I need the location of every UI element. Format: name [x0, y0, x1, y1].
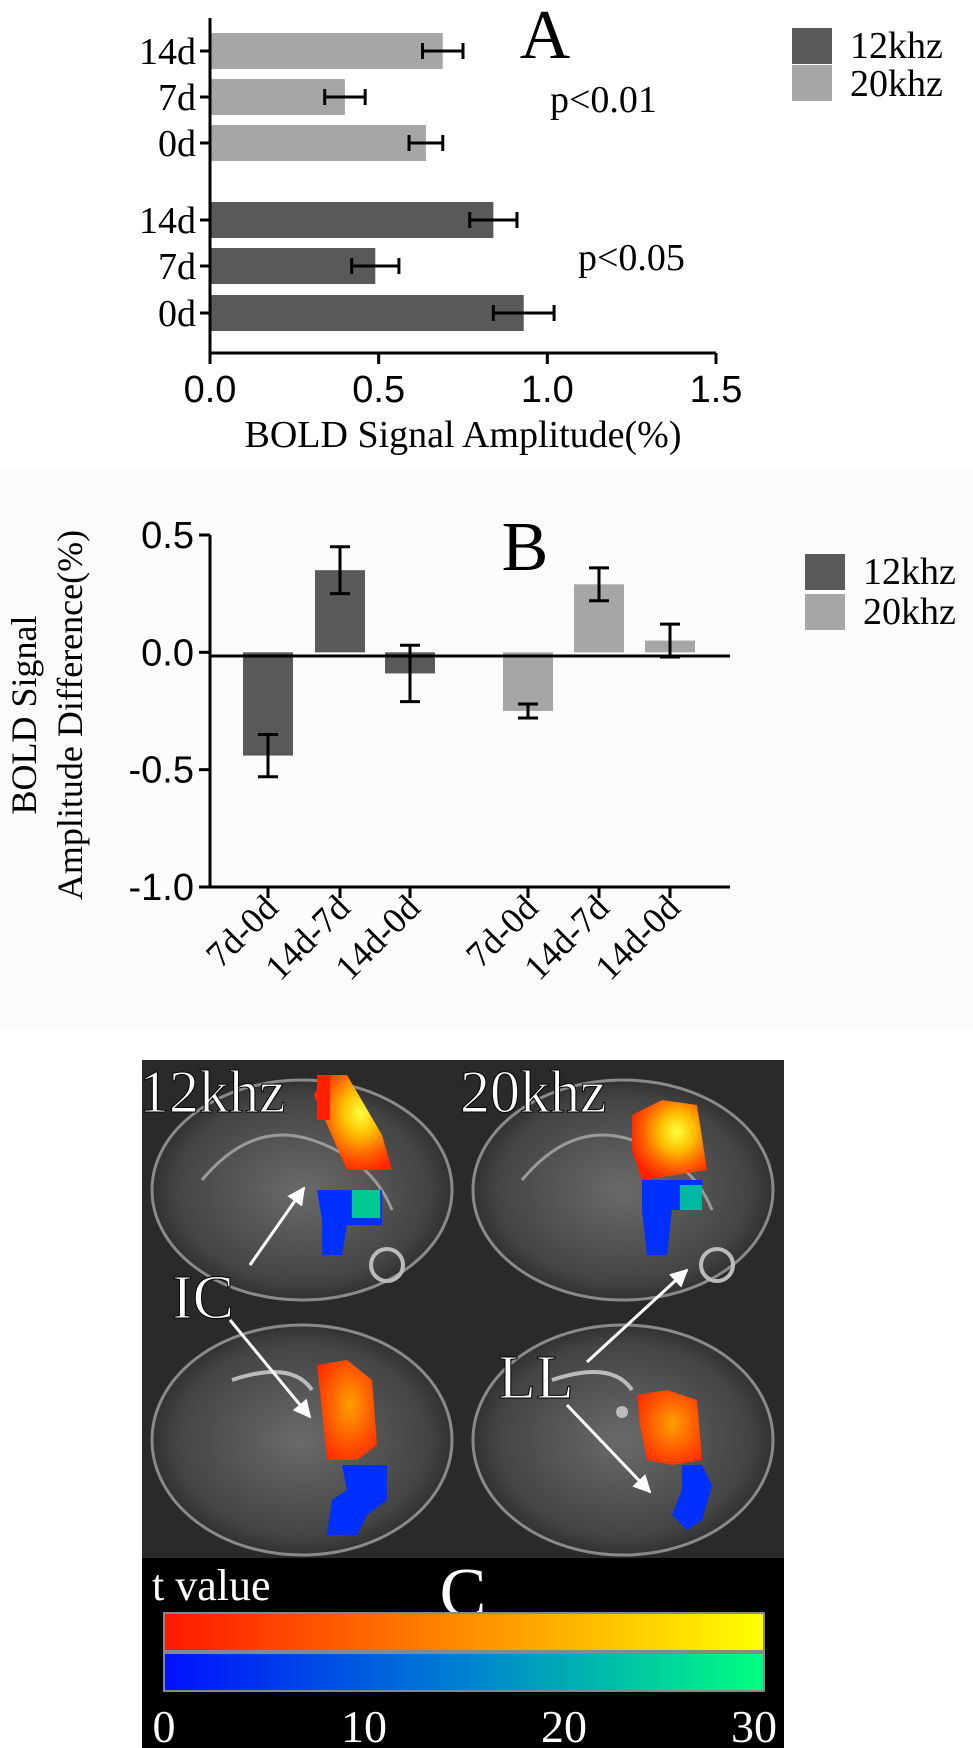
chart-b-y-ticks: 0.5 0.0 -0.5 -1.0 — [129, 515, 210, 909]
annotation-arrows — [228, 1186, 689, 1494]
legend-label-20khz: 20khz — [863, 591, 956, 633]
bar-20khz-7d-0d — [503, 652, 553, 711]
column-title-12khz: 12khz — [142, 1060, 286, 1125]
chart-a-legend: 12khz 20khz — [792, 25, 943, 105]
chart-a-xlabel: BOLD Signal Amplitude(%) — [245, 414, 682, 456]
chart-a-x-ticks: 0.0 0.5 1.0 1.5 — [184, 353, 743, 411]
legend-label-12khz: 12khz — [863, 551, 956, 593]
bar-12khz-7d — [210, 248, 376, 284]
y-tick-label: 7d — [158, 246, 196, 288]
chart-b-legend: 12khz 20khz — [805, 551, 956, 633]
label-ic: IC — [172, 1264, 234, 1332]
chart-a-annotation-20khz: p<0.01 — [550, 79, 657, 121]
label-ll: LL — [498, 1344, 574, 1412]
chart-b-panel-label: B — [502, 509, 549, 586]
colorbar-title: t value — [152, 1561, 271, 1610]
bar-20khz-0d — [210, 125, 426, 161]
legend-swatch-20khz — [792, 65, 832, 101]
chart-a-panel-label: A — [520, 0, 571, 74]
colorbar-hot — [163, 1612, 765, 1652]
y-tick-label: -0.5 — [129, 750, 194, 792]
y-tick-label: 0d — [158, 123, 196, 165]
colorbar-tick: 20 — [541, 1701, 587, 1748]
legend-label-20khz: 20khz — [850, 63, 943, 105]
colorbar-ticks: 0 10 20 30 — [153, 1701, 778, 1748]
x-tick-label: 0.5 — [352, 369, 405, 411]
colorbar-cool — [163, 1652, 765, 1692]
y-tick-label: 7d — [158, 77, 196, 119]
bar-20khz-14d — [210, 33, 443, 69]
legend-label-12khz: 12khz — [850, 25, 943, 67]
y-tick-label: 14d — [139, 31, 196, 73]
colorbar-tick: 10 — [341, 1701, 387, 1748]
brain-activation-panel: 12khz 20khz IC LL C t value 0 10 20 30 — [142, 1060, 784, 1748]
chart-a-annotation-12khz: p<0.05 — [578, 237, 685, 279]
column-title-20khz: 20khz — [460, 1060, 607, 1125]
legend-swatch-20khz — [805, 594, 845, 630]
chart-b-ylabel-line1: BOLD Signal — [4, 615, 44, 814]
y-tick-label: 0.5 — [141, 515, 194, 557]
chart-b-ylabel-line2: Amplitude Difference(%) — [50, 530, 90, 900]
x-tick-label: 0.0 — [184, 369, 237, 411]
colorbar-tick: 30 — [731, 1701, 777, 1748]
chart-b-bars — [243, 545, 695, 779]
x-tick-label: 1.5 — [690, 369, 743, 411]
x-tick-label: 1.0 — [521, 369, 574, 411]
legend-swatch-12khz — [805, 554, 845, 590]
legend-swatch-12khz — [792, 28, 832, 64]
y-tick-label: 14d — [139, 200, 196, 242]
y-tick-label: 0d — [158, 293, 196, 335]
colorbar-tick: 0 — [153, 1701, 176, 1748]
bar-12khz-14d — [210, 202, 494, 238]
brain-slice-top-right — [463, 1060, 784, 1308]
brain-slice-bottom-left — [142, 1308, 463, 1558]
brain-slice-bottom-right — [463, 1308, 784, 1558]
chart-a-bars — [210, 33, 556, 331]
bar-12khz-0d — [210, 295, 524, 331]
y-tick-label: 0.0 — [141, 632, 194, 674]
y-tick-label: -1.0 — [129, 867, 194, 909]
bar-20khz-7d — [210, 79, 345, 115]
